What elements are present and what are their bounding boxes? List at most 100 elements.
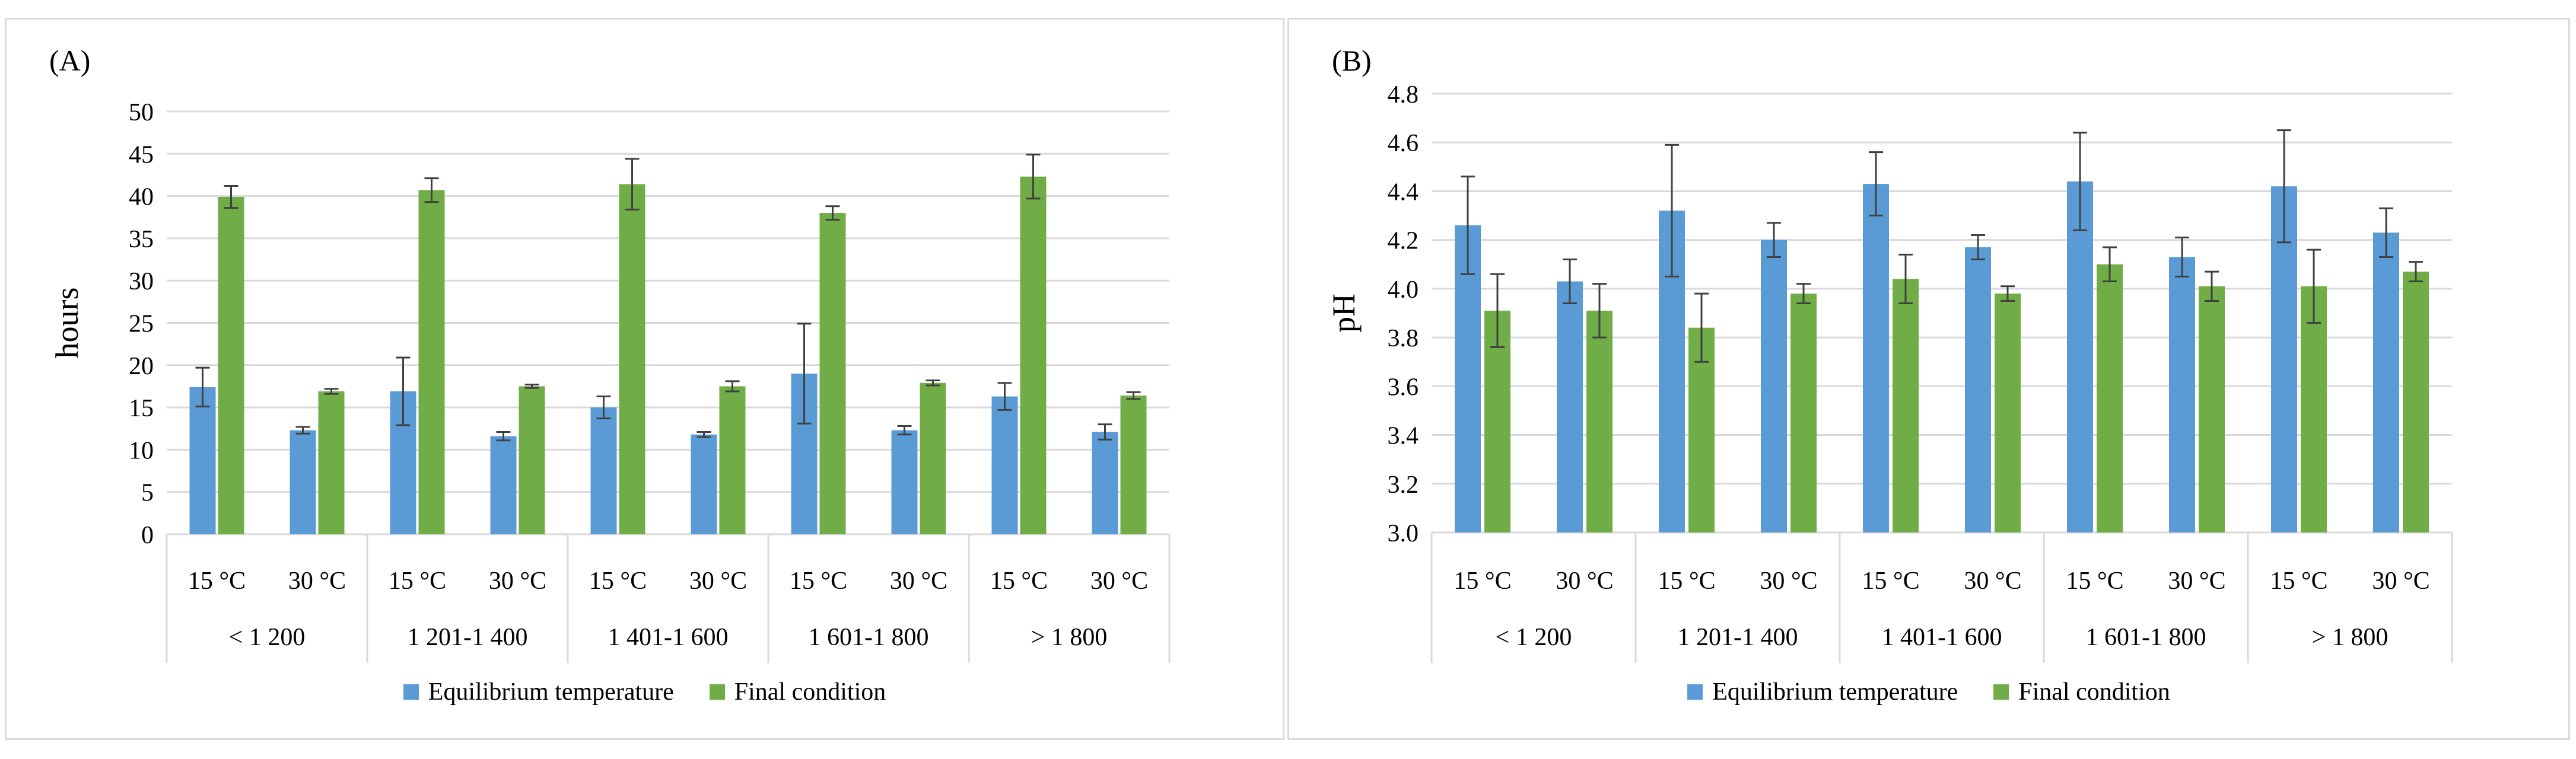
- x-group-label: 1 401-1 600: [608, 624, 729, 651]
- chart-panel-a: (A) 0 5 10 15 20 25 30 35 40 45 50 hours 15 °C 30 °C <…: [5, 18, 1284, 740]
- chart-b-svg: 3.0 3.2 3.4 3.6 3.8 4.0 4.2 4.4 4.6 4.8 pH 15 °C 30 …: [1326, 81, 2453, 663]
- x-tick-label: 15 °C: [589, 567, 647, 595]
- x-tick-label: 30 °C: [1556, 567, 1613, 595]
- bar-final-condition: [1120, 396, 1147, 534]
- y-tick-label: 50: [129, 99, 154, 126]
- legend-item-equilibrium-b: Equilibrium temperature: [1687, 678, 1958, 706]
- y-tick-label: 4.0: [1388, 276, 1419, 304]
- panel-label-a: (A): [49, 44, 91, 77]
- bar-final-condition: [218, 197, 244, 534]
- x-group-label: 1 201-1 400: [1678, 624, 1798, 651]
- y-tick-label: 3.4: [1388, 423, 1419, 450]
- legend-b: Equilibrium temperature Final condition: [1289, 678, 2568, 706]
- bar-equilibrium-temperature: [189, 387, 216, 534]
- y-tick-label: 5: [141, 480, 154, 507]
- x-group-label: 1 601-1 800: [809, 624, 929, 651]
- x-tick-label: 30 °C: [2372, 567, 2429, 595]
- x-tick-label: 30 °C: [890, 567, 947, 595]
- y-tick-label: 30: [129, 268, 154, 295]
- bar-final-condition: [819, 213, 846, 534]
- x-tick-label: 30 °C: [288, 567, 346, 595]
- y-tick-label: 4.6: [1388, 130, 1419, 157]
- bar-final-condition: [2199, 286, 2225, 532]
- bar-final-condition: [1791, 294, 1817, 532]
- x-group-label: < 1 200: [229, 624, 306, 651]
- x-group-label: > 1 800: [2312, 624, 2389, 651]
- bar-final-condition: [1995, 294, 2021, 532]
- bar-equilibrium-temperature: [1761, 240, 1787, 532]
- bar-final-condition: [318, 391, 345, 534]
- x-tick-label: 15 °C: [1658, 567, 1715, 595]
- x-tick-label: 15 °C: [1454, 567, 1511, 595]
- y-tick-label: 20: [129, 353, 154, 380]
- legend-swatch-final-b: [1993, 684, 2009, 700]
- y-tick-label: 3.2: [1388, 471, 1419, 499]
- legend-item-final-a: Final condition: [709, 678, 886, 706]
- x-tick-label: 15 °C: [188, 567, 246, 595]
- x-tick-label: 30 °C: [1090, 567, 1148, 595]
- y-tick-label: 15: [129, 395, 154, 422]
- bar-equilibrium-temperature: [290, 430, 316, 534]
- y-tick-label: 25: [129, 311, 154, 338]
- legend-label-equilibrium-a: Equilibrium temperature: [428, 678, 674, 706]
- y-tick-label: 10: [129, 437, 154, 464]
- legend-swatch-equilibrium-b: [1687, 684, 1703, 700]
- x-tick-label: 15 °C: [990, 567, 1048, 595]
- x-tick-label: 30 °C: [2168, 567, 2225, 595]
- y-axis-title: pH: [1326, 294, 1362, 333]
- legend-a: Equilibrium temperature Final condition: [7, 678, 1283, 706]
- bar-final-condition: [619, 184, 645, 534]
- bar-equilibrium-temperature: [1965, 247, 1991, 532]
- legend-item-equilibrium-a: Equilibrium temperature: [403, 678, 674, 706]
- legend-swatch-equilibrium-a: [403, 684, 419, 700]
- y-tick-label: 4.8: [1388, 81, 1419, 109]
- bar-equilibrium-temperature: [891, 430, 918, 534]
- bar-final-condition: [1586, 310, 1613, 532]
- legend-swatch-final-a: [709, 684, 725, 700]
- y-axis-title: hours: [49, 288, 85, 359]
- x-tick-label: 30 °C: [489, 567, 546, 595]
- y-tick-label: 40: [129, 184, 154, 211]
- bar-equilibrium-temperature: [2373, 232, 2399, 532]
- x-tick-label: 15 °C: [790, 567, 847, 595]
- bar-final-condition: [2097, 264, 2123, 532]
- legend-item-final-b: Final condition: [1993, 678, 2170, 706]
- bar-equilibrium-temperature: [490, 436, 517, 534]
- x-tick-label: 15 °C: [389, 567, 446, 595]
- x-tick-label: 15 °C: [2066, 567, 2123, 595]
- x-group-label: 1 401-1 600: [1882, 624, 2002, 651]
- bar-final-condition: [519, 386, 545, 534]
- x-tick-label: 30 °C: [1964, 567, 2021, 595]
- bar-final-condition: [1020, 176, 1047, 534]
- y-tick-label: 3.6: [1388, 374, 1419, 401]
- bar-equilibrium-temperature: [991, 396, 1018, 534]
- bar-equilibrium-temperature: [1092, 432, 1118, 534]
- x-group-label: 1 601-1 800: [2086, 624, 2206, 651]
- x-tick-label: 30 °C: [1760, 567, 1817, 595]
- bar-final-condition: [418, 190, 445, 534]
- x-tick-label: 30 °C: [689, 567, 747, 595]
- x-group-label: < 1 200: [1496, 624, 1572, 651]
- bar-final-condition: [2301, 286, 2327, 532]
- bar-final-condition: [2403, 272, 2429, 532]
- legend-label-final-a: Final condition: [734, 678, 886, 706]
- chart-a-svg: 0 5 10 15 20 25 30 35 40 45 50 hours 15 °C 30 °C < 1 2…: [49, 99, 1171, 663]
- bar-equilibrium-temperature: [590, 407, 617, 534]
- bar-final-condition: [1893, 279, 1919, 532]
- y-tick-label: 45: [129, 141, 154, 168]
- bar-equilibrium-temperature: [2271, 186, 2297, 532]
- x-tick-label: 15 °C: [2270, 567, 2327, 595]
- y-tick-label: 0: [141, 522, 154, 549]
- y-tick-label: 4.4: [1388, 178, 1419, 206]
- y-tick-label: 35: [129, 226, 154, 253]
- legend-label-equilibrium-b: Equilibrium temperature: [1712, 678, 1958, 706]
- panel-label-b: (B): [1332, 44, 1372, 77]
- bar-equilibrium-temperature: [1455, 225, 1481, 532]
- legend-label-final-b: Final condition: [2018, 678, 2170, 706]
- x-tick-label: 15 °C: [1862, 567, 1919, 595]
- bar-final-condition: [719, 386, 746, 534]
- x-group-label: > 1 800: [1031, 624, 1108, 651]
- y-tick-label: 3.8: [1388, 325, 1419, 352]
- chart-panel-b: (B) 3.0 3.2 3.4 3.6 3.8 4.0 4.2 4.4 4.6 4.8 pH 15 °…: [1287, 18, 2570, 740]
- y-tick-label: 4.2: [1388, 228, 1419, 255]
